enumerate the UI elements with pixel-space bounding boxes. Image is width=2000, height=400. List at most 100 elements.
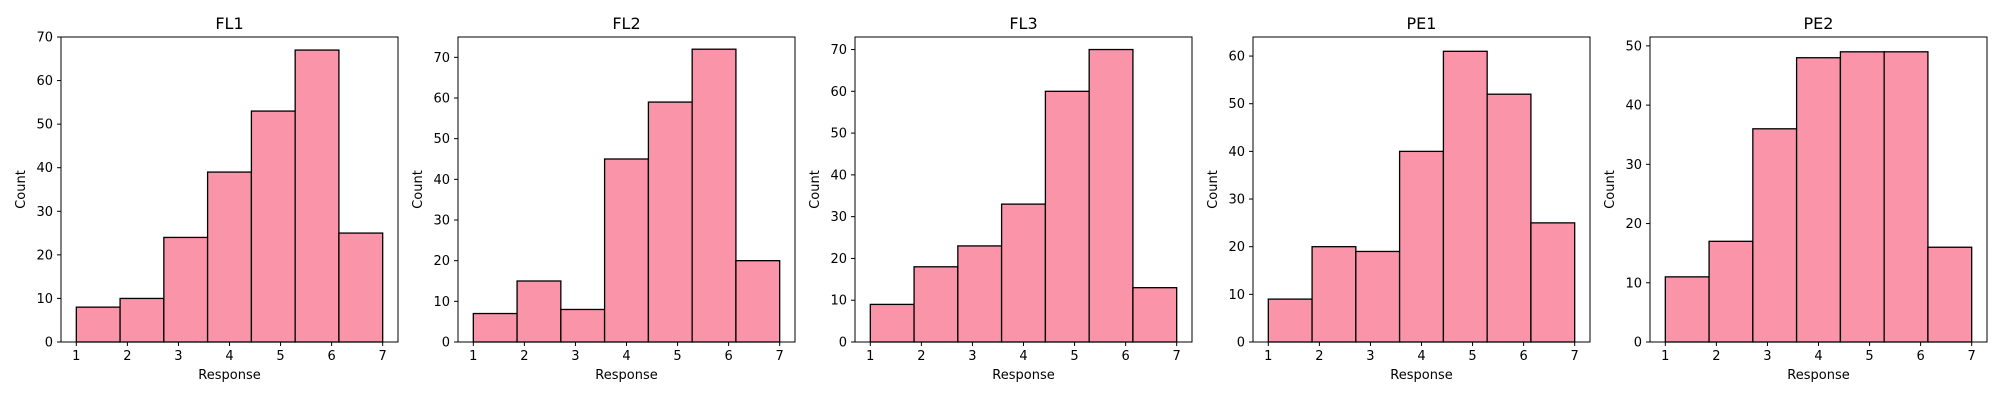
- y-tick-label: 10: [1228, 288, 1245, 303]
- y-tick-label: 20: [830, 252, 847, 267]
- y-tick-label: 40: [1625, 99, 1642, 114]
- histogram-bar: [206, 171, 253, 343]
- x-tick-label: 3: [1763, 349, 1771, 364]
- x-axis-label: Response: [992, 368, 1054, 383]
- histogram-bar: [869, 303, 915, 343]
- histogram-bar: [472, 312, 518, 343]
- histogram-bar: [1000, 203, 1047, 343]
- x-axis-label: Response: [1390, 368, 1452, 383]
- histogram-bar: [1883, 51, 1929, 343]
- x-tick-label: 4: [622, 349, 630, 364]
- x-tick-label: 1: [1264, 349, 1272, 364]
- y-tick-label: 20: [433, 254, 450, 269]
- histogram-bar: [1355, 250, 1401, 343]
- histogram-bar: [560, 308, 606, 343]
- y-tick-label: 40: [830, 168, 847, 183]
- y-tick-label: 40: [433, 173, 450, 188]
- y-tick-label: 10: [433, 295, 450, 310]
- y-tick-label: 30: [433, 214, 450, 229]
- histogram-bar: [1752, 128, 1798, 343]
- x-tick-label: 3: [571, 349, 579, 364]
- y-axis-label: Count: [411, 170, 426, 209]
- x-tick-label: 2: [1712, 349, 1720, 364]
- y-tick-label: 0: [839, 336, 847, 351]
- histogram-bar: [913, 266, 959, 343]
- x-tick-label: 3: [1366, 349, 1374, 364]
- histogram-bar: [338, 232, 384, 343]
- y-axis-label: Count: [14, 170, 29, 209]
- histogram-bar: [75, 306, 121, 343]
- x-tick-label: 4: [1019, 349, 1027, 364]
- histogram-bar: [1267, 298, 1313, 343]
- chart-title: PE2: [1804, 14, 1834, 33]
- histogram-bar: [603, 158, 650, 343]
- x-axis-label: Response: [595, 368, 657, 383]
- x-tick-label: 5: [1070, 349, 1078, 364]
- y-tick-label: 30: [1625, 158, 1642, 173]
- y-tick-label: 30: [36, 205, 53, 220]
- x-tick-label: 1: [1661, 349, 1669, 364]
- y-tick-label: 70: [830, 43, 847, 58]
- y-tick-label: 20: [36, 248, 53, 263]
- x-tick-label: 6: [724, 349, 732, 364]
- histogram-bar: [1664, 276, 1710, 343]
- histogram-bar: [1442, 50, 1488, 343]
- y-axis-label: Count: [1206, 170, 1221, 209]
- histogram-bar: [957, 245, 1003, 343]
- x-tick-label: 5: [1468, 349, 1476, 364]
- y-tick-label: 50: [433, 132, 450, 147]
- x-tick-label: 6: [327, 349, 335, 364]
- x-tick-label: 5: [276, 349, 284, 364]
- histogram-bar: [1088, 48, 1134, 343]
- x-tick-label: 7: [776, 349, 784, 364]
- histogram-bar: [1927, 246, 1973, 343]
- y-tick-label: 60: [433, 92, 450, 107]
- histogram-bar: [1311, 246, 1357, 343]
- y-tick-label: 50: [830, 127, 847, 142]
- bars-group: [75, 49, 384, 343]
- x-tick-label: 6: [1519, 349, 1527, 364]
- y-tick-label: 0: [1237, 336, 1245, 351]
- bars-group: [1267, 50, 1576, 343]
- x-tick-label: 2: [123, 349, 131, 364]
- histogram-bar: [735, 260, 781, 343]
- x-tick-label: 3: [174, 349, 182, 364]
- y-tick-label: 30: [830, 210, 847, 225]
- chart-title: FL3: [1009, 14, 1037, 33]
- x-tick-label: 4: [1814, 349, 1822, 364]
- x-tick-label: 7: [1571, 349, 1579, 364]
- y-tick-label: 0: [442, 336, 450, 351]
- y-tick-label: 10: [36, 292, 53, 307]
- x-tick-label: 2: [1315, 349, 1323, 364]
- histogram-bar: [1132, 287, 1178, 343]
- y-tick-label: 60: [36, 74, 53, 89]
- bars-group: [472, 48, 781, 343]
- x-tick-label: 4: [225, 349, 233, 364]
- y-tick-label: 60: [830, 85, 847, 100]
- x-tick-label: 3: [968, 349, 976, 364]
- histogram-bar: [691, 48, 737, 343]
- histogram-bar: [1530, 222, 1576, 343]
- x-tick-label: 5: [673, 349, 681, 364]
- chart-title: FL1: [215, 14, 243, 33]
- x-tick-label: 4: [1417, 349, 1425, 364]
- y-tick-label: 60: [1228, 50, 1245, 65]
- x-tick-label: 7: [379, 349, 387, 364]
- x-tick-label: 2: [917, 349, 925, 364]
- y-axis-label: Count: [808, 170, 823, 209]
- x-tick-label: 1: [469, 349, 477, 364]
- x-tick-label: 1: [72, 349, 80, 364]
- x-tick-label: 5: [1865, 349, 1873, 364]
- histogram-bar: [1839, 51, 1885, 343]
- x-axis-label: Response: [198, 368, 260, 383]
- histogram-bar: [1398, 150, 1445, 343]
- bars-group: [1664, 51, 1973, 343]
- histogram-bar: [516, 280, 562, 343]
- x-tick-label: 1: [866, 349, 874, 364]
- y-tick-label: 20: [1228, 240, 1245, 255]
- histogram-bar: [250, 110, 296, 343]
- chart-title: PE1: [1407, 14, 1437, 33]
